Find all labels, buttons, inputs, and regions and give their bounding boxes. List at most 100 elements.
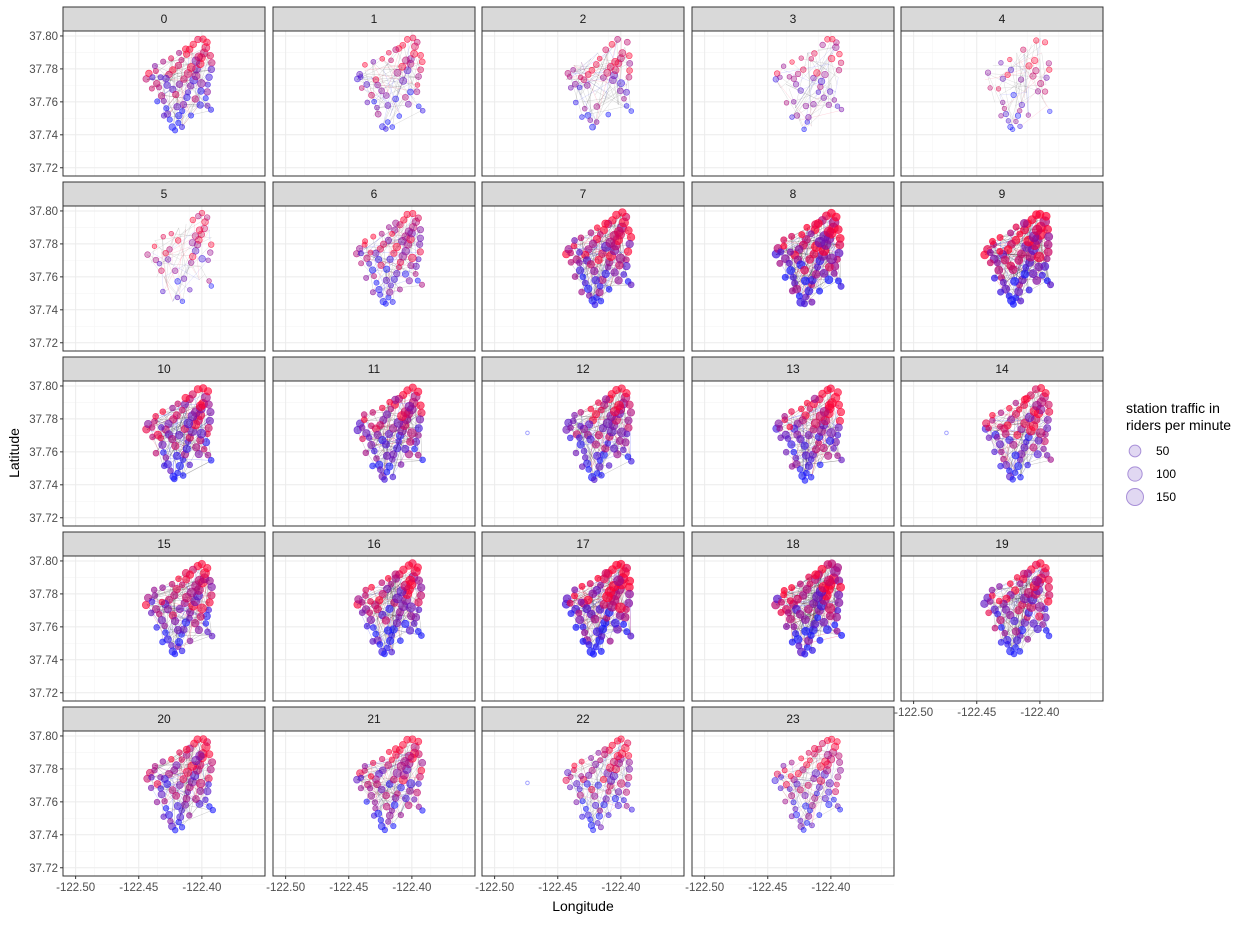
station-point [1044,75,1050,81]
station-point [617,428,626,437]
station-point [381,651,387,657]
station-point [615,36,621,42]
station-point [203,620,209,626]
station-point [597,56,602,61]
station-point [371,273,376,278]
station-point [778,435,784,441]
facet-strip-label: 21 [367,712,381,726]
station-point [835,424,843,432]
station-point [386,463,394,471]
station-point [407,89,413,95]
station-point [368,423,374,429]
facet-strip-label: 13 [786,362,800,376]
station-point [578,599,584,605]
station-point [394,69,401,76]
station-point [578,235,584,241]
station-point [1047,67,1053,73]
facet-strip-label: 16 [367,537,381,551]
station-point [407,438,415,446]
station-point [1003,111,1009,117]
station-point [370,463,376,469]
station-point [383,452,391,460]
station-point [367,610,373,616]
facet-panel-6: 6 [273,182,475,359]
station-point [827,428,836,437]
station-point [1020,570,1028,578]
station-point [989,238,995,244]
station-point [417,226,424,233]
station-point [985,70,991,76]
facet-strip-label: 9 [999,187,1006,201]
station-point [615,603,625,613]
station-point [579,115,584,120]
station-point [611,269,619,277]
station-point [782,274,788,280]
station-point [1025,462,1031,468]
station-point [411,621,417,627]
station-point [162,630,168,636]
station-point [789,639,795,645]
station-point [611,619,619,627]
station-point [417,584,425,592]
station-point [820,42,826,48]
station-point [371,234,376,239]
station-point [418,67,424,73]
station-point [573,100,578,105]
station-point [183,795,190,802]
station-point [581,448,587,454]
facet-panel-7: 7 [482,182,684,359]
station-point [206,417,214,425]
station-point [208,592,216,600]
station-point [1017,648,1023,654]
station-point [152,593,158,599]
station-point [836,241,844,249]
station-point [836,67,842,73]
station-point [173,452,181,460]
station-point [161,234,166,239]
station-point [158,791,165,798]
station-point [417,402,425,410]
station-point [1035,89,1041,95]
station-point [1033,67,1039,73]
station-point [989,412,995,418]
station-point [168,756,174,762]
station-point [814,70,821,77]
station-point [392,571,400,579]
station-point [187,287,192,292]
station-point [598,298,604,304]
station-point [152,63,157,68]
station-point [809,56,814,61]
station-point [378,292,383,297]
station-point [387,256,394,263]
station-point [997,248,1003,254]
station-point [170,405,176,411]
station-point [1031,57,1037,63]
station-point [804,400,810,406]
station-point [406,278,413,285]
station-point [199,255,206,262]
station-point [1014,574,1020,580]
station-point [839,107,844,112]
station-point [1029,270,1037,278]
station-point [586,641,592,647]
station-point [602,396,610,404]
station-point [1046,633,1052,639]
station-point [416,74,422,80]
station-point [160,759,166,765]
station-point [182,394,190,402]
facet-panel-0: 0 [63,7,265,184]
station-point [373,250,380,257]
station-point [172,268,178,274]
station-point [793,81,799,87]
station-point [209,759,216,766]
station-point [987,249,993,255]
station-point [1021,396,1028,403]
station-point [1032,576,1041,585]
station-point [369,267,376,274]
station-point [187,462,193,468]
station-point [389,649,395,655]
station-point [207,250,213,256]
station-point [596,288,604,296]
station-point [172,651,178,657]
station-point [1047,109,1052,114]
